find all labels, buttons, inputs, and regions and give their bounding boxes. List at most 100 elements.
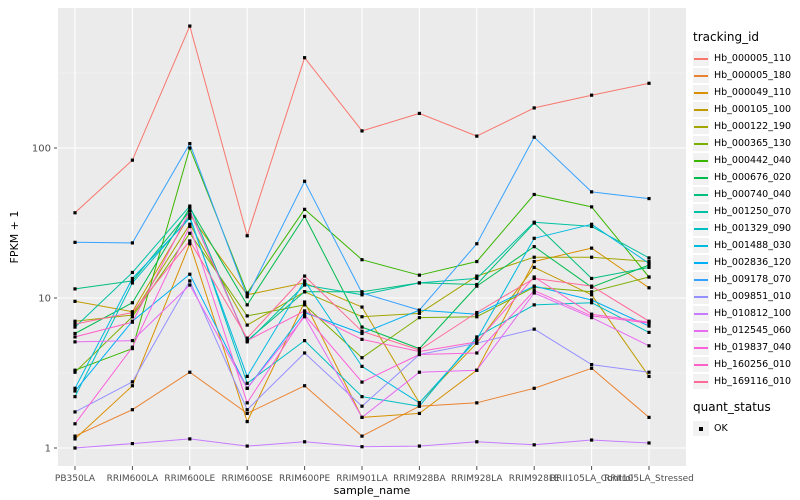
data-point (73, 395, 77, 399)
data-point (303, 283, 307, 287)
data-point (130, 338, 134, 343)
y-axis-title: FPKM + 1 (8, 210, 21, 264)
data-point (73, 370, 77, 374)
data-point (532, 289, 536, 293)
data-point (245, 291, 249, 295)
data-point (73, 340, 77, 344)
legend-item: Hb_169116_010 (693, 373, 799, 390)
data-point (360, 293, 364, 297)
data-point (647, 374, 651, 379)
x-axis-title: sample_name (333, 484, 411, 497)
data-point (475, 351, 479, 355)
data-point (245, 293, 249, 297)
data-point (73, 386, 77, 390)
data-point (188, 216, 192, 220)
data-point (188, 272, 192, 276)
data-point (303, 315, 307, 319)
legend-item: Hb_010812_100 (693, 305, 799, 322)
data-point (647, 196, 651, 201)
data-point (130, 276, 134, 281)
data-point (245, 336, 249, 340)
data-point (188, 370, 192, 374)
legend-key (693, 238, 709, 253)
data-point (245, 314, 249, 318)
data-point (188, 279, 192, 283)
data-point (245, 401, 249, 405)
legend-item: Hb_000122_190 (693, 118, 799, 135)
legend-key (693, 204, 709, 219)
series-color-swatch-icon (694, 363, 708, 366)
legend-key (693, 51, 709, 66)
data-point (475, 242, 479, 246)
legend-key (693, 306, 709, 321)
data-point (360, 305, 364, 309)
data-point (360, 258, 364, 262)
legend-item-label: Hb_001329_090 (714, 223, 792, 234)
legend-key (693, 136, 709, 151)
data-point (360, 364, 364, 368)
series-color-swatch-icon (694, 295, 708, 298)
legend-item-label: OK (714, 423, 728, 434)
data-point (303, 384, 307, 388)
x-tick-label: PB350LA (55, 474, 96, 484)
data-point (360, 395, 364, 399)
legend-key (693, 68, 709, 83)
data-point (130, 315, 134, 319)
series-color-swatch-icon (694, 108, 708, 111)
data-point (303, 179, 307, 183)
data-point (245, 374, 249, 379)
data-point (188, 283, 192, 287)
data-point (475, 401, 479, 405)
data-point (188, 204, 192, 208)
legend-key (693, 119, 709, 134)
data-point (417, 308, 421, 312)
data-point (188, 146, 192, 150)
legend-item-label: Hb_010812_100 (714, 308, 792, 319)
data-point (360, 380, 364, 384)
data-point (360, 415, 364, 419)
legend-item: Hb_009851_010 (693, 288, 799, 305)
data-point (590, 190, 594, 194)
legend-item-label: Hb_000676_020 (714, 172, 792, 183)
series-color-swatch-icon (694, 193, 708, 196)
quant-ok-key (693, 421, 709, 436)
data-point (647, 319, 651, 323)
data-point (532, 220, 536, 224)
legend-title-tracking-id: tracking_id (693, 30, 760, 44)
data-point (303, 440, 307, 444)
data-point (303, 207, 307, 211)
legend-item-label: Hb_000365_130 (714, 138, 792, 149)
legend-item: Hb_001329_090 (693, 220, 799, 237)
data-point (590, 316, 594, 320)
data-point (188, 222, 192, 226)
data-point (417, 370, 421, 374)
data-point (303, 300, 307, 304)
data-point (417, 273, 421, 277)
data-point (532, 276, 536, 281)
data-point (130, 281, 134, 285)
data-point (73, 410, 77, 414)
data-point (475, 315, 479, 319)
data-point (73, 368, 77, 372)
x-tick-label: RRIM928LA (451, 474, 503, 484)
data-point (647, 441, 651, 445)
data-point (245, 386, 249, 390)
data-point (360, 129, 364, 133)
data-point (647, 415, 651, 419)
legend-item: Hb_002836_120 (693, 254, 799, 271)
data-point (360, 325, 364, 329)
data-point (590, 312, 594, 316)
point-marker-icon (699, 426, 703, 431)
legend-item: Hb_000105_100 (693, 101, 799, 118)
series-color-swatch-icon (694, 210, 708, 213)
legend-item: Hb_000049_110 (693, 84, 799, 101)
data-point (532, 386, 536, 390)
y-tick-label: 10 (38, 294, 51, 305)
data-point (417, 401, 421, 405)
data-point (303, 338, 307, 343)
series-color-swatch-icon (694, 91, 708, 94)
legend-item-label: Hb_000005_180 (714, 70, 792, 81)
data-point (73, 446, 77, 450)
data-point (303, 313, 307, 317)
